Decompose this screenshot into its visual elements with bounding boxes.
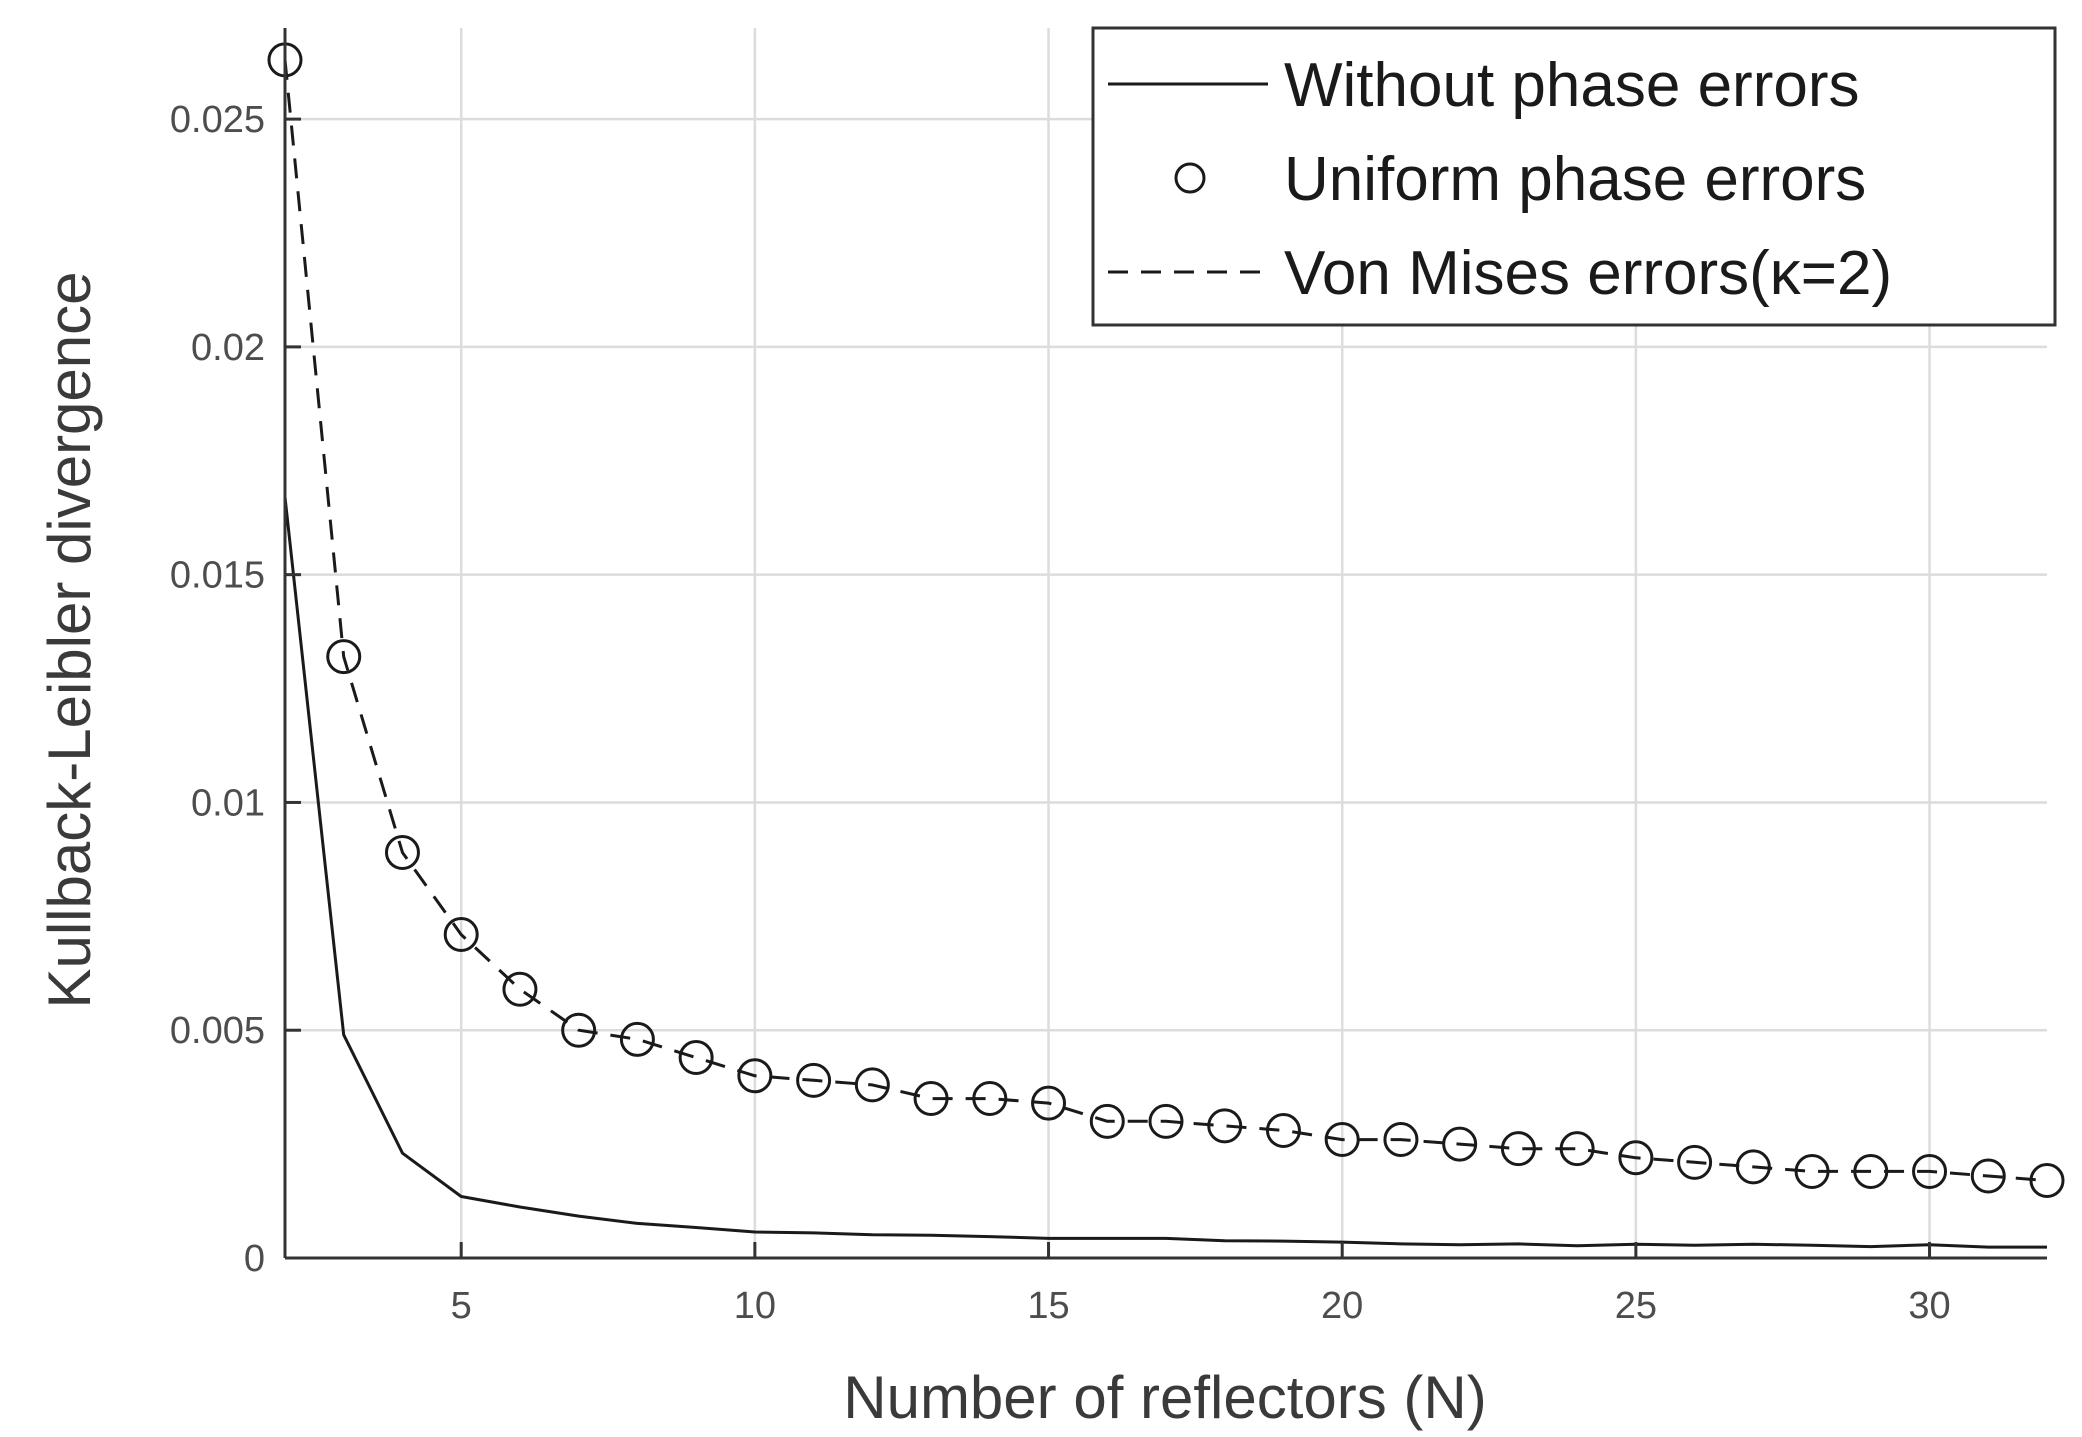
legend-swatch-uniform-phase-errors bbox=[1174, 162, 1206, 194]
marker-uniform-phase-errors-n9 bbox=[678, 1040, 714, 1076]
marker-uniform-phase-errors-n26 bbox=[1677, 1144, 1713, 1180]
series-line-without-phase-errors bbox=[283, 497, 2047, 1249]
x-tick-label-5: 5 bbox=[451, 1285, 472, 1327]
y-tick-label-0.005: 0.005 bbox=[170, 1010, 265, 1052]
marker-uniform-phase-errors-n16 bbox=[1089, 1103, 1125, 1139]
marker-uniform-phase-errors-n25 bbox=[1618, 1140, 1654, 1176]
marker-uniform-phase-errors-n24 bbox=[1559, 1131, 1595, 1167]
legend-box bbox=[1091, 26, 2057, 327]
legend-label-von-mises-errors: Von Mises errors(κ=2) bbox=[1284, 239, 1892, 308]
marker-uniform-phase-errors-n5 bbox=[443, 917, 479, 953]
marker-uniform-phase-errors-n3 bbox=[326, 639, 362, 675]
y-tick-label-0.01: 0.01 bbox=[191, 782, 265, 824]
legend-label-without-phase-errors: Without phase errors bbox=[1284, 51, 1859, 120]
y-tick-label-0: 0 bbox=[244, 1238, 265, 1280]
marker-uniform-phase-errors-n4 bbox=[384, 835, 420, 871]
y-tick-label-0.02: 0.02 bbox=[191, 327, 265, 369]
marker-uniform-phase-errors-n27 bbox=[1735, 1149, 1771, 1185]
x-tick-label-20: 20 bbox=[1321, 1285, 1363, 1327]
marker-uniform-phase-errors-n10 bbox=[737, 1058, 773, 1094]
marker-uniform-phase-errors-n18 bbox=[1207, 1108, 1243, 1144]
legend: Without phase errors Uniform phase error… bbox=[1091, 26, 2057, 327]
y-tick-label-0.025: 0.025 bbox=[170, 99, 265, 141]
marker-uniform-phase-errors-n31 bbox=[1970, 1158, 2006, 1194]
marker-uniform-phase-errors-n14 bbox=[972, 1081, 1008, 1117]
marker-uniform-phase-errors-n22 bbox=[1442, 1126, 1478, 1162]
marker-uniform-phase-errors-n23 bbox=[1500, 1131, 1536, 1167]
marker-uniform-phase-errors-n29 bbox=[1853, 1153, 1889, 1189]
marker-uniform-phase-errors-n13 bbox=[913, 1081, 949, 1117]
y-axis-title: Kullback-Leibler divergence bbox=[36, 271, 103, 1008]
x-tick-label-30: 30 bbox=[1908, 1285, 1950, 1327]
x-tick-label-25: 25 bbox=[1615, 1285, 1657, 1327]
y-tick-label-0.015: 0.015 bbox=[170, 555, 265, 597]
marker-uniform-phase-errors-n11 bbox=[796, 1062, 832, 1098]
plot-series bbox=[267, 42, 2065, 1249]
x-tick-label-10: 10 bbox=[734, 1285, 776, 1327]
axes bbox=[283, 28, 2047, 1260]
marker-uniform-phase-errors-n8 bbox=[619, 1021, 655, 1057]
marker-uniform-phase-errors-n21 bbox=[1383, 1122, 1419, 1158]
marker-uniform-phase-errors-n28 bbox=[1794, 1153, 1830, 1189]
marker-uniform-phase-errors-n32 bbox=[2029, 1163, 2065, 1199]
marker-uniform-phase-errors-n20 bbox=[1324, 1122, 1360, 1158]
marker-uniform-phase-errors-n19 bbox=[1265, 1112, 1301, 1148]
marker-uniform-phase-errors-n30 bbox=[1912, 1153, 1948, 1189]
legend-label-uniform-phase-errors: Uniform phase errors bbox=[1284, 145, 1866, 214]
marker-uniform-phase-errors-n12 bbox=[854, 1067, 890, 1103]
marker-uniform-phase-errors-n15 bbox=[1031, 1085, 1067, 1121]
marker-uniform-phase-errors-n7 bbox=[561, 1012, 597, 1048]
series-line-von-mises-errors-2 bbox=[283, 59, 2048, 1183]
marker-uniform-phase-errors-n6 bbox=[502, 971, 538, 1007]
x-tick-label-15: 15 bbox=[1027, 1285, 1069, 1327]
x-axis-title: Number of reflectors (N) bbox=[843, 1364, 1486, 1431]
tick-labels: 5 10 15 20 25 30 0 0.005 0.01 0.015 0.02 0.025 bbox=[170, 99, 1951, 1327]
marker-uniform-phase-errors-n17 bbox=[1148, 1103, 1184, 1139]
